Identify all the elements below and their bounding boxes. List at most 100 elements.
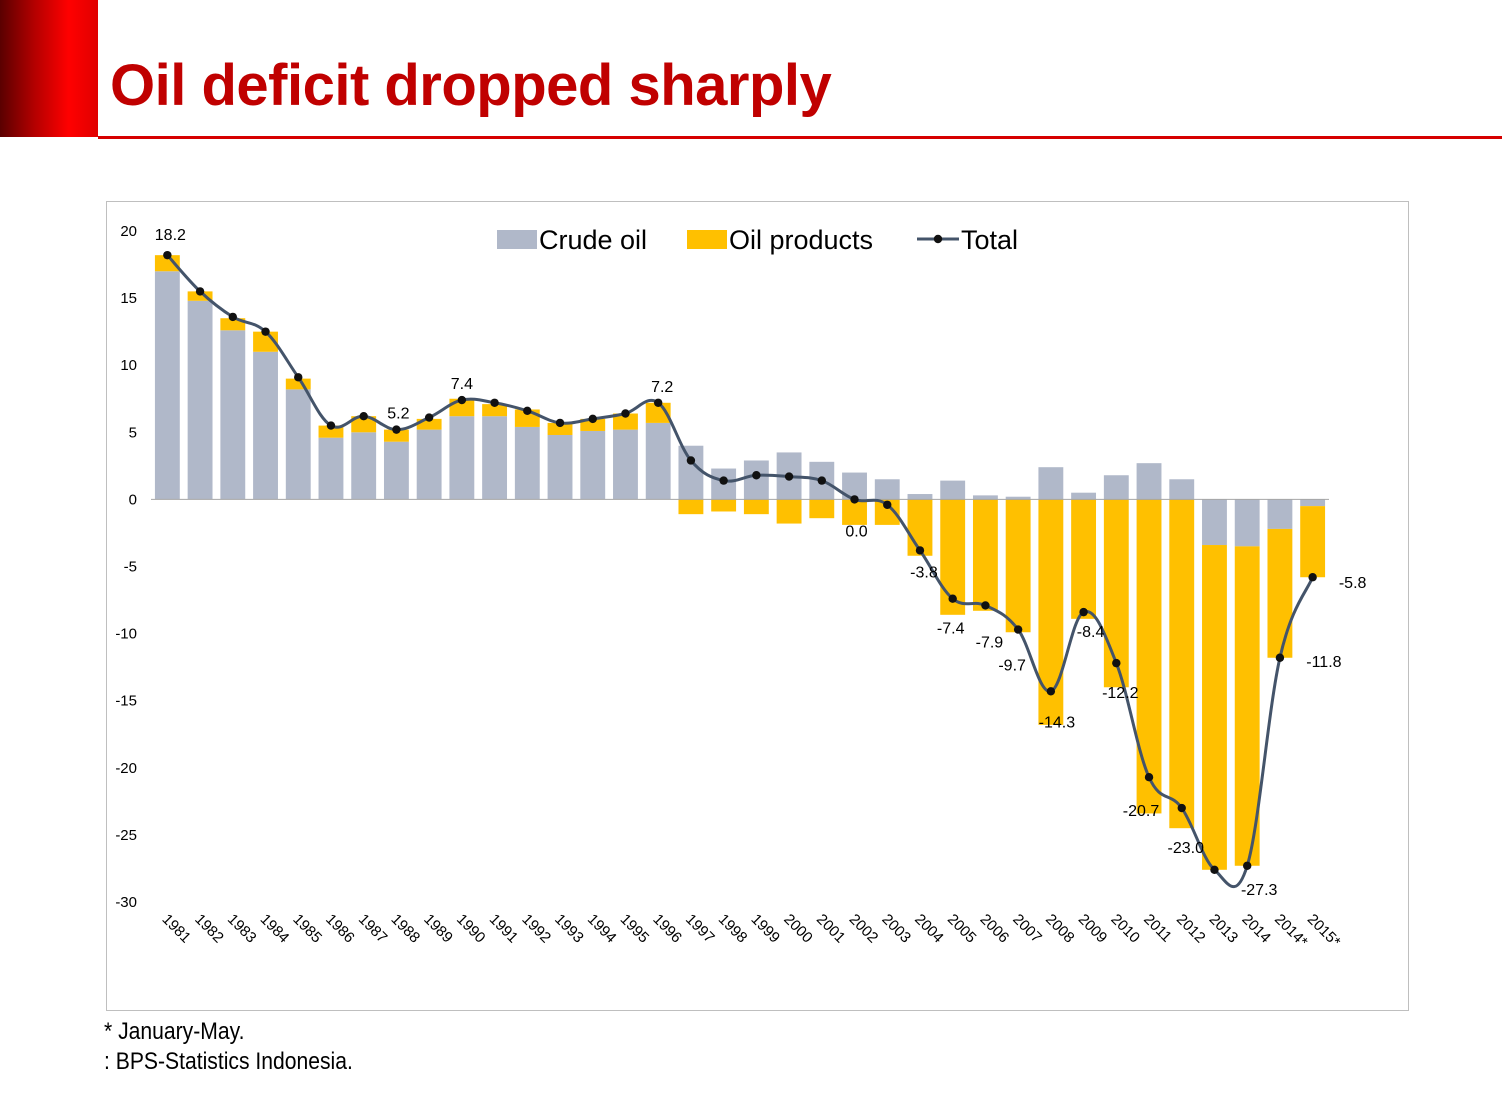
bar-oil-products	[351, 416, 377, 433]
x-tick-label: 2008	[1042, 911, 1078, 947]
marker-total	[326, 421, 336, 430]
x-tick-label: 2000	[780, 911, 816, 947]
bar-crude-oil	[1038, 467, 1064, 500]
bar-oil-products	[187, 291, 213, 301]
bar-crude-oil	[1136, 463, 1162, 500]
bar-crude-oil	[907, 494, 933, 500]
x-tick-label: 1991	[486, 911, 522, 947]
bar-crude-oil	[1071, 492, 1097, 500]
bar-crude-oil	[1202, 499, 1227, 546]
bar-crude-oil	[482, 416, 508, 500]
x-tick-label: 2007	[1009, 911, 1045, 947]
footnote-period: * January-May.	[104, 1018, 245, 1045]
bar-crude-oil	[1234, 499, 1260, 547]
bar-crude-oil	[1300, 499, 1326, 507]
x-tick-label: 1987	[355, 911, 391, 947]
title-accent-block	[0, 0, 98, 137]
data-label-total: -12.2	[1102, 685, 1139, 702]
marker-total	[719, 476, 728, 485]
x-tick-label: 2014	[1238, 911, 1274, 947]
y-tick-label: 0	[129, 491, 137, 508]
x-tick-label: 1983	[224, 911, 260, 947]
bar-oil-products	[547, 422, 573, 435]
marker-total	[621, 409, 630, 418]
marker-total	[1210, 865, 1219, 874]
bar-crude-oil	[743, 460, 769, 500]
x-tick-label: 2014*	[1271, 911, 1311, 951]
bar-oil-products	[1234, 546, 1260, 866]
marker-total	[653, 398, 663, 407]
marker-total	[850, 495, 859, 504]
marker-total	[523, 406, 532, 416]
x-tick-label: 1996	[649, 911, 685, 947]
data-label-total: -20.7	[1123, 803, 1160, 820]
marker-total	[392, 425, 401, 434]
bar-crude-oil	[154, 271, 180, 500]
bar-crude-oil	[187, 300, 213, 500]
chart: 20 15 10 5 0 -5 -10 -15 -20 -25 -30 18.2 5.2 7.4 7.2 0.…	[115, 223, 1367, 951]
marker-total	[424, 413, 434, 422]
bar-oil-products	[613, 413, 638, 430]
marker-total	[294, 373, 303, 382]
marker-total	[1242, 861, 1252, 870]
data-label-total: 7.4	[451, 376, 473, 393]
data-label-total: -3.8	[910, 564, 938, 581]
data-label-total: 18.2	[155, 227, 186, 244]
bar-crude-oil	[1005, 496, 1031, 500]
marker-total	[686, 456, 696, 465]
bar-crude-oil	[351, 432, 377, 500]
bar-crude-oil	[940, 480, 966, 500]
bar-oil-products	[482, 404, 508, 417]
marker-total	[490, 398, 499, 407]
y-tick-label: -30	[115, 894, 137, 911]
chart-frame: 20 15 10 5 0 -5 -10 -15 -20 -25 -30 18.2 5.2 7.4 7.2 0.…	[106, 201, 1409, 1011]
bar-crude-oil	[547, 434, 573, 500]
data-label-total: 5.2	[387, 406, 409, 423]
data-label-total: -11.8	[1306, 654, 1341, 671]
marker-total	[588, 414, 597, 424]
data-label-total: -8.4	[1077, 624, 1105, 641]
marker-total	[1112, 658, 1121, 668]
bar-crude-oil	[678, 445, 704, 500]
x-tick-label: 1998	[715, 911, 751, 947]
data-label-total: -23.0	[1168, 840, 1205, 857]
data-label-total: 7.2	[651, 379, 673, 396]
x-tick-label: 2005	[944, 911, 980, 947]
data-label-total: -7.4	[937, 621, 965, 638]
y-tick-label: -10	[115, 626, 137, 643]
y-tick-label: -15	[115, 693, 137, 710]
y-tick-label: -20	[115, 760, 137, 777]
marker-total	[163, 250, 172, 260]
x-tick-label: 2010	[1107, 911, 1143, 947]
bar-oil-products	[1005, 499, 1031, 633]
marker-total	[1177, 803, 1186, 813]
page-title: Oil deficit dropped sharply	[110, 53, 832, 118]
legend-label-total: Total	[961, 225, 1018, 255]
bar-oil-products	[678, 499, 704, 515]
x-tick-label: 1990	[453, 911, 489, 947]
x-tick-label: 1992	[518, 911, 554, 947]
x-tick-label: 2009	[1075, 911, 1111, 947]
bar-crude-oil	[416, 429, 442, 500]
marker-total	[555, 418, 565, 428]
x-tick-label: 1997	[682, 911, 718, 947]
bar-oil-products	[776, 499, 802, 524]
legend-label-oil-products: Oil products	[729, 225, 873, 255]
y-tick-label: -25	[115, 827, 137, 844]
x-tick-label: 2015*	[1304, 911, 1344, 951]
bar-oil-products	[1136, 499, 1162, 814]
y-tick-label: 15	[120, 290, 137, 307]
x-tick-label: 1993	[551, 911, 587, 947]
x-tick-label: 2004	[911, 911, 947, 947]
x-tick-label: 1988	[388, 911, 424, 947]
x-tick-label: 2013	[1206, 911, 1242, 947]
marker-total	[228, 312, 238, 322]
x-tick-label: 1982	[191, 911, 227, 947]
x-tick-label: 2011	[1140, 911, 1175, 946]
bar-oil-products	[743, 499, 769, 515]
bar-oil-products	[1202, 545, 1227, 870]
x-tick-label: 1986	[322, 911, 358, 947]
x-tick-label: 2012	[1173, 911, 1209, 947]
data-label-total: -5.8	[1339, 575, 1367, 592]
bar-oil-products	[416, 418, 442, 430]
